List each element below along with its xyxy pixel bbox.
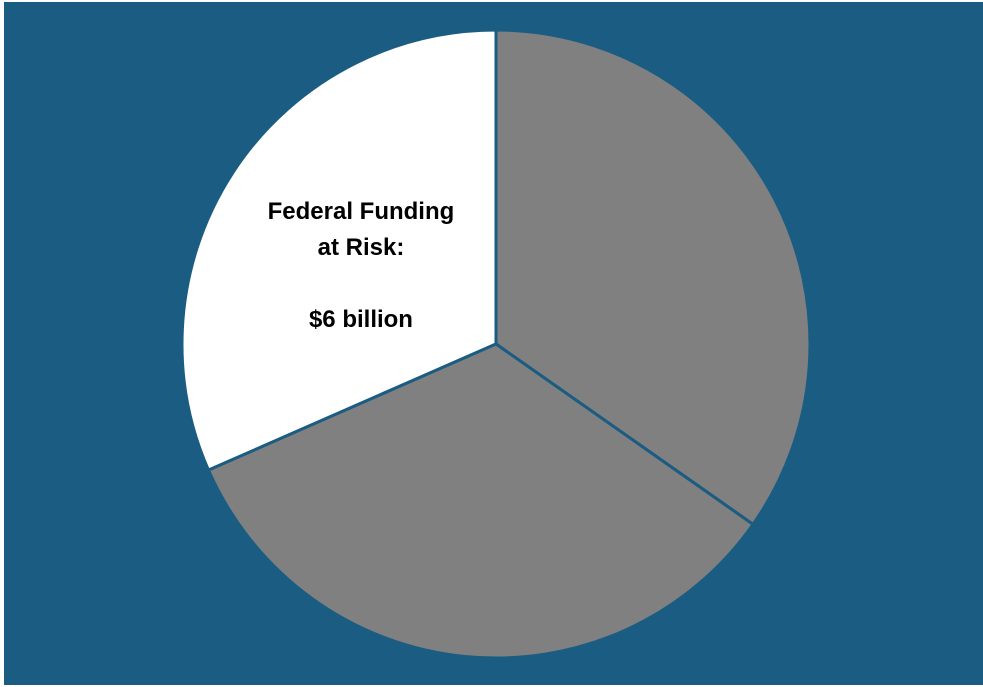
pie-slice-1-label: Federal Funding at Risk: $6 billion (268, 198, 455, 333)
label-line: $6 billion (309, 306, 413, 333)
pie-slice-2 (494, 28, 812, 526)
pie-slice-3 (206, 342, 755, 660)
chart-frame: Federal Funding at Risk: $6 billion (4, 2, 983, 685)
pie-chart: Federal Funding at Risk: $6 billion (180, 28, 812, 660)
label-line: Federal Funding (268, 198, 455, 225)
pie-slice-1 (180, 28, 498, 472)
label-line: at Risk: (318, 234, 405, 261)
